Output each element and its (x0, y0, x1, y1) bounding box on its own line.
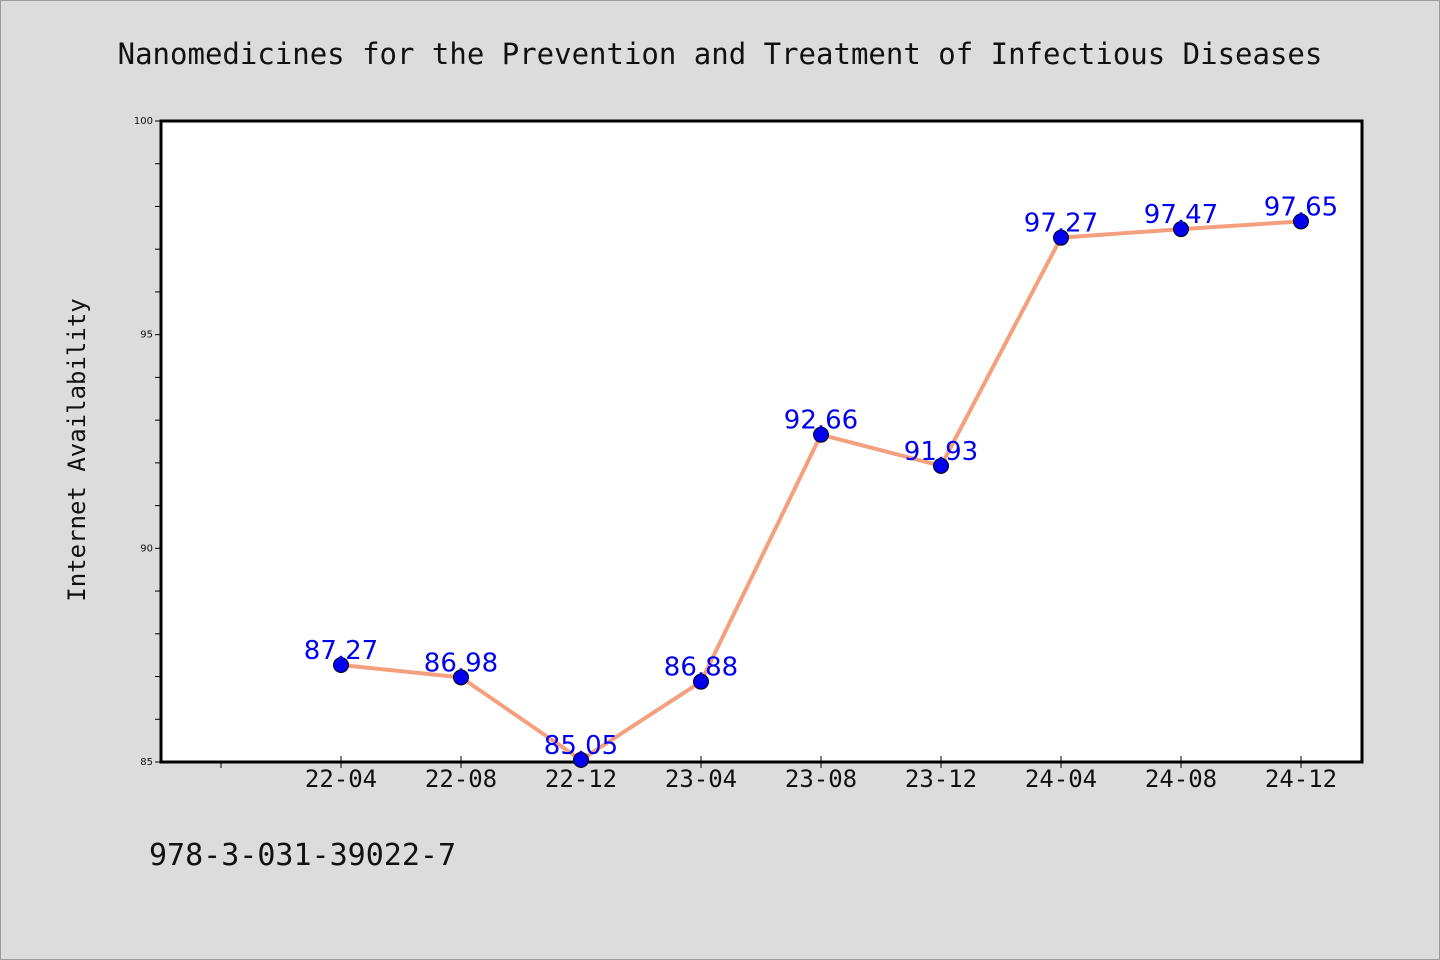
footer-isbn: 978-3-031-39022-7 (149, 838, 456, 873)
x-tick-label: 23-08 (785, 765, 857, 793)
x-tick-label: 22-08 (425, 765, 497, 793)
data-point (1053, 229, 1069, 246)
y-tick-label: 85 (140, 757, 153, 768)
data-point (693, 673, 709, 690)
series-layer (333, 213, 1309, 768)
data-point (333, 656, 349, 673)
x-tick-label: 22-12 (545, 765, 617, 793)
data-point (813, 426, 829, 443)
y-tick-label: 100 (134, 116, 153, 127)
data-label: 97.65 (1264, 192, 1338, 222)
data-point (933, 457, 949, 474)
x-tick-label: 24-12 (1265, 765, 1337, 793)
data-label: 87.27 (304, 636, 378, 666)
y-axis-label: Internet Availability (63, 298, 91, 601)
data-label: 86.98 (424, 648, 498, 678)
data-point (1173, 221, 1189, 238)
data-label: 97.47 (1144, 200, 1218, 230)
y-tick-label: 95 (140, 330, 153, 341)
y-tick-label: 90 (140, 543, 153, 554)
data-label: 91.93 (904, 437, 978, 467)
x-tick-label: 23-12 (905, 765, 977, 793)
data-label: 85.05 (544, 731, 618, 761)
axes: 85 90 95 100 22-04 22-08 22-12 23-04 23-08 23-12 2… (134, 116, 1337, 793)
data-label: 86.88 (664, 653, 738, 683)
plot-area (159, 119, 1364, 764)
x-tick-label: 22-04 (305, 765, 377, 793)
x-tick-label: 23-04 (665, 765, 737, 793)
data-point (453, 669, 469, 686)
data-labels: 87.27 86.98 85.05 86.88 92.66 91.93 97.27 97.47… (304, 192, 1338, 760)
x-tick-label: 24-04 (1025, 765, 1097, 793)
data-point (1293, 213, 1309, 230)
chart-title: Nanomedicines for the Prevention and Tre… (118, 37, 1323, 71)
data-label: 97.27 (1024, 209, 1098, 239)
data-label: 92.66 (784, 406, 858, 436)
data-point (573, 751, 589, 768)
x-tick-label: 24-08 (1145, 765, 1217, 793)
